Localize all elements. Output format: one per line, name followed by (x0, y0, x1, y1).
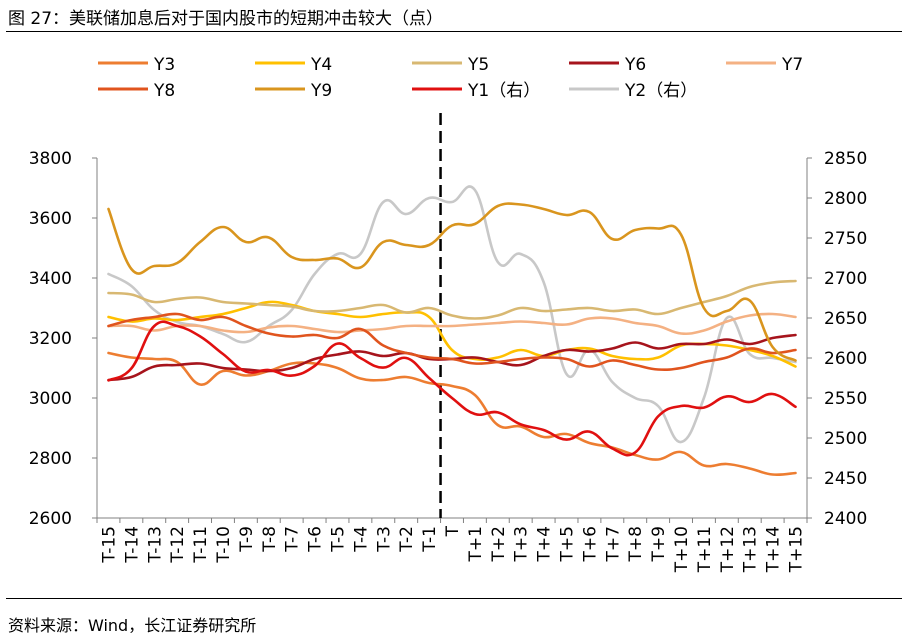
x-tick-label: T+2 (489, 526, 509, 562)
x-tick-label: T-1 (420, 526, 440, 553)
series-line-y9 (107, 202, 797, 362)
x-tick-label: T+1 (466, 526, 486, 562)
line-chart: Y3 Y4 Y5 Y6 Y7 Y8 Y9 Y1（右） Y2（右） 2600 2800 3000 320… (29, 55, 868, 573)
y-left-tick-label: 3200 (29, 329, 72, 349)
y-right-tick-label: 2700 (824, 269, 867, 289)
x-tick-label: T-2 (397, 526, 417, 553)
x-tick-label: T-12 (168, 526, 188, 564)
series-line-y1 (107, 320, 797, 457)
x-tick-label: T+15 (787, 526, 807, 573)
legend-item: Y4 (255, 55, 332, 75)
x-tick-label: T-6 (306, 526, 326, 553)
x-tick-label: T+8 (626, 526, 646, 562)
legend-label: Y5 (467, 55, 489, 75)
source-note: 资料来源：Wind，长江证券研究所 (8, 616, 257, 635)
source-rule (6, 598, 902, 599)
x-tick-label: T+14 (764, 526, 784, 573)
x-tick-label: T-8 (260, 526, 280, 553)
legend: Y3 Y4 Y5 Y6 Y7 Y8 Y9 Y1（右） Y2（右） (98, 55, 803, 101)
x-tick-label: T-9 (237, 526, 257, 553)
legend-label: Y4 (310, 55, 332, 75)
y-right-tick-label: 2500 (824, 429, 867, 449)
legend-label: Y3 (153, 55, 175, 75)
y-left-tick-label: 3600 (29, 209, 72, 229)
legend-item: Y2（右） (569, 81, 697, 101)
x-tick-label: T+4 (535, 526, 555, 562)
x-tick-label: T-4 (351, 526, 371, 553)
x-tick-label: T-15 (99, 526, 119, 564)
x-tick-label: T (443, 525, 463, 537)
y-left-tick-label: 3800 (29, 149, 72, 169)
y-left-tick-label: 3000 (29, 389, 72, 409)
series-line-y8 (107, 312, 797, 372)
legend-item: Y9 (255, 81, 332, 101)
y-right-tick-label: 2650 (824, 309, 867, 329)
x-tick-label: T+13 (741, 526, 761, 573)
legend-item: Y7 (726, 55, 803, 75)
legend-label: Y6 (624, 55, 646, 75)
x-tick-label: T-11 (191, 526, 211, 564)
y-right-tick-label: 2450 (824, 469, 867, 489)
x-tick-label: T+12 (718, 526, 738, 573)
series-line-y4 (107, 300, 797, 368)
x-tick-label: T+11 (695, 526, 715, 573)
x-tick-label: T-13 (145, 526, 165, 564)
legend-item: Y6 (569, 55, 646, 75)
x-tick-label: T-14 (122, 526, 142, 564)
legend-label: Y9 (310, 81, 332, 101)
series-line-y5 (107, 279, 797, 320)
x-tick-label: T-7 (283, 526, 303, 553)
x-tick-label: T+7 (603, 526, 623, 562)
x-tick-label: T-5 (328, 526, 348, 553)
x-tick-label: T+5 (558, 526, 578, 562)
x-tick-label: T+3 (512, 526, 532, 562)
legend-label: Y7 (781, 55, 803, 75)
legend-label: Y2（右） (624, 81, 697, 101)
x-tick-label: T-10 (214, 526, 234, 564)
legend-label: Y8 (153, 81, 175, 101)
series-line-y3 (107, 351, 797, 477)
legend-item: Y8 (98, 81, 175, 101)
y-left-tick-label: 3400 (29, 269, 72, 289)
legend-label: Y1（右） (467, 81, 540, 101)
y-right-tick-label: 2600 (824, 349, 867, 369)
plot-area (107, 113, 797, 518)
y-right-tick-label: 2850 (824, 149, 867, 169)
y-right-tick-label: 2550 (824, 389, 867, 409)
x-tick-label: T-3 (374, 526, 394, 553)
y-right-tick-label: 2750 (824, 229, 867, 249)
legend-item: Y3 (98, 55, 175, 75)
series-line-y2 (107, 185, 797, 444)
y-right-tick-label: 2400 (824, 509, 867, 529)
x-tick-label: T+6 (580, 526, 600, 562)
y-left-tick-label: 2800 (29, 449, 72, 469)
series-line-y7 (107, 312, 797, 336)
legend-item: Y5 (412, 55, 489, 75)
chart-title: 图 27：美联储加息后对于国内股市的短期冲击较大（点） (8, 9, 444, 29)
x-tick-label: T+10 (672, 526, 692, 573)
x-tick-label: T+9 (649, 526, 669, 562)
y-right-tick-label: 2800 (824, 189, 867, 209)
y-left-tick-label: 2600 (29, 509, 72, 529)
series-line-y6 (107, 333, 797, 382)
axes: 2600 2800 3000 3200 3400 3600 3800 2400 2450 2500… (29, 149, 868, 573)
title-rule (6, 31, 902, 32)
legend-item: Y1（右） (412, 81, 540, 101)
